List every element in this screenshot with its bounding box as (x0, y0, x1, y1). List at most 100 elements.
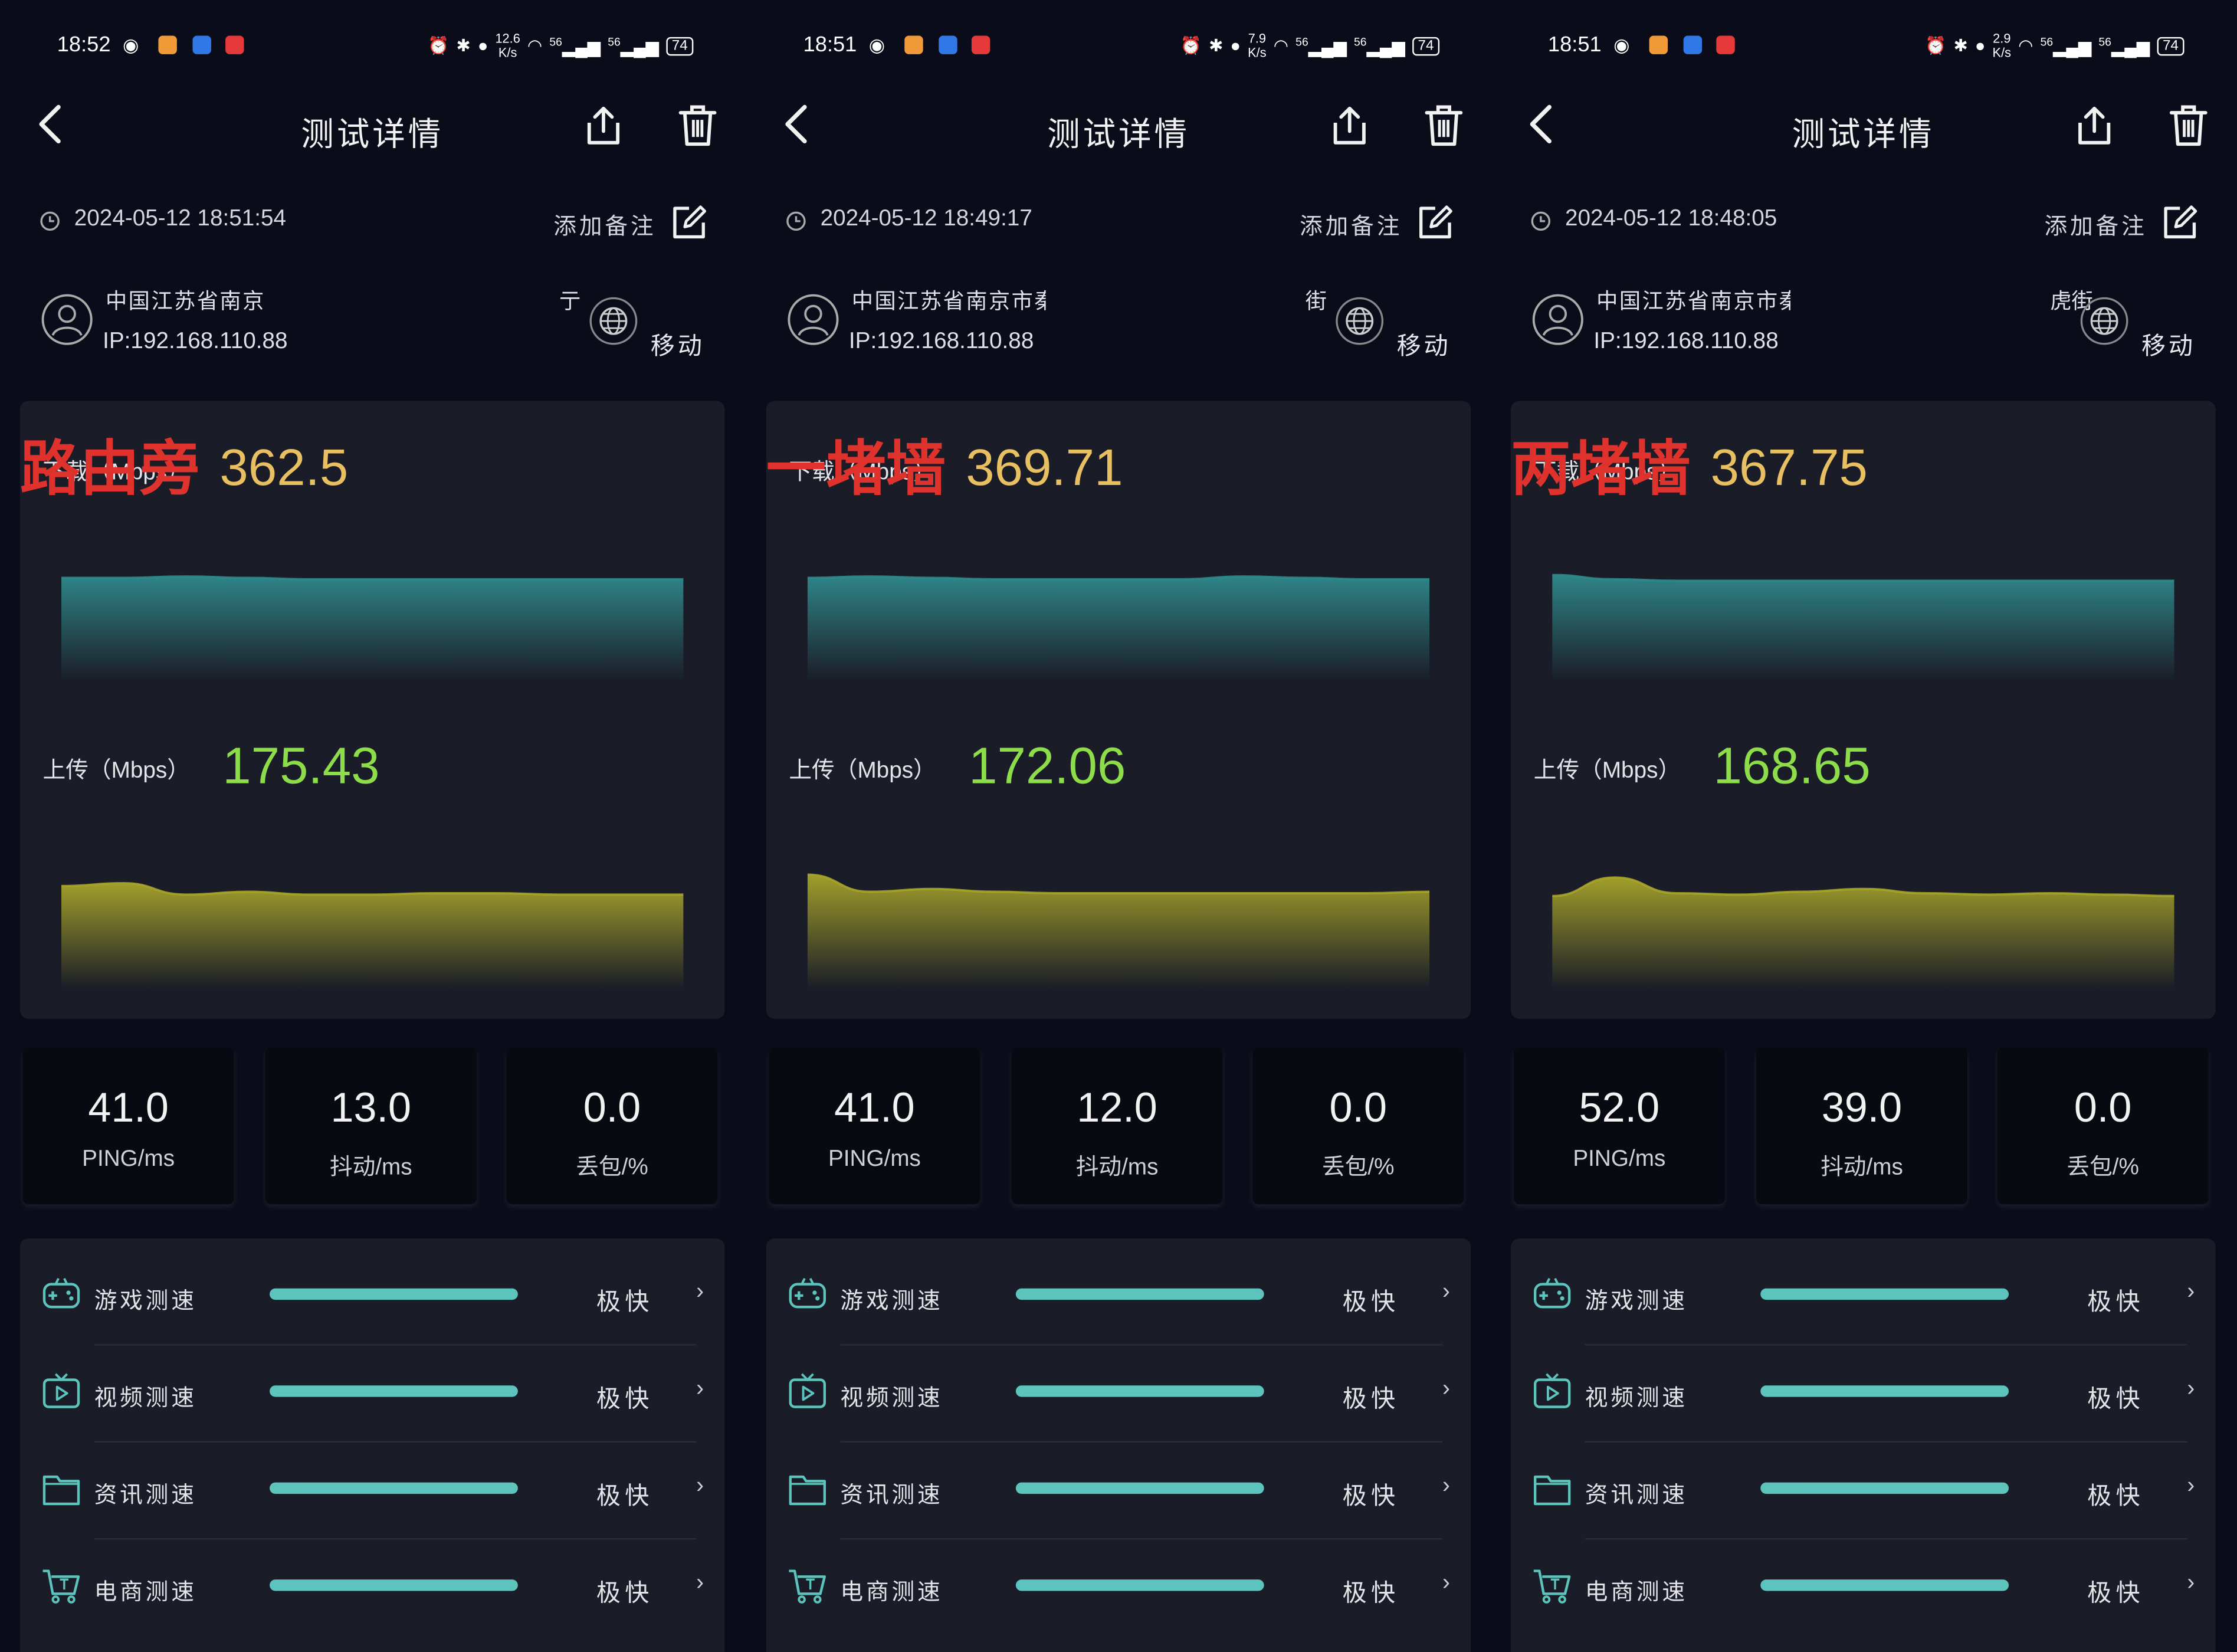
placement-annotation: 一堵墙 (766, 438, 946, 504)
chevron-right-icon[interactable]: › (696, 1376, 704, 1401)
signal-1: 56▂▄▆ (1295, 35, 1347, 57)
share-icon[interactable] (2073, 103, 2116, 148)
loss-value: 0.0 (583, 1086, 641, 1132)
divider (1585, 1538, 2187, 1540)
delete-icon[interactable] (676, 103, 719, 148)
globe-icon (2080, 297, 2128, 345)
share-icon[interactable] (1329, 103, 1372, 148)
divider (1585, 1441, 2187, 1443)
chevron-right-icon[interactable]: › (696, 1474, 704, 1499)
location-text-tail: 街 (1305, 289, 1327, 314)
test-name: 视频测速 (840, 1386, 943, 1411)
chart-line (1552, 573, 2174, 582)
chevron-right-icon[interactable]: › (2187, 1376, 2195, 1401)
test-progress-bar (270, 1482, 518, 1494)
test-name: 电商测速 (94, 1581, 197, 1605)
edit-icon[interactable] (2161, 204, 2199, 241)
test-row[interactable]: 视频测速 极快 › (786, 1336, 1450, 1433)
chevron-right-icon[interactable]: › (1442, 1280, 1450, 1304)
folder-icon (42, 1475, 80, 1506)
latency-stats: 41.0 PING/ms 13.0 抖动/ms 0.0 丢包/% (22, 1047, 722, 1207)
location-text: 中国江苏省南京市秦淮 (851, 289, 1046, 314)
bluetooth-icon: ✱ (1209, 35, 1224, 56)
chart-area (1552, 877, 2174, 989)
test-rating: 极快 (2087, 1579, 2144, 1607)
test-row[interactable]: 游戏测速 极快 › (1531, 1238, 2195, 1335)
add-note-button[interactable]: 添加备注 (553, 215, 657, 240)
edit-icon[interactable] (671, 204, 708, 241)
test-row[interactable]: 电商测速 极快 › (786, 1529, 1450, 1626)
test-progress-bar (1015, 1579, 1264, 1591)
test-row[interactable]: 资讯测速 极快 › (1531, 1433, 2195, 1529)
delete-icon[interactable] (1422, 103, 1465, 148)
back-arrow-icon[interactable] (780, 103, 815, 146)
jitter-label: 抖动/ms (1821, 1155, 1903, 1180)
chevron-right-icon[interactable]: › (1442, 1376, 1450, 1401)
back-arrow-icon[interactable] (34, 103, 68, 146)
speedtest-screen: 18:51 ◉ ⏰ ✱ ● 7.9 K/s ◠ 56▂▄▆ 56▂▄▆ 74 测试… (746, 0, 1491, 1652)
loss-label: 丢包/% (576, 1155, 648, 1180)
download-value: 362.5 (219, 438, 349, 497)
chevron-right-icon[interactable]: › (696, 1571, 704, 1595)
delete-icon[interactable] (2167, 103, 2210, 148)
divider (94, 1441, 697, 1443)
jitter-stat: 39.0 抖动/ms (1756, 1047, 1967, 1205)
test-row[interactable]: 资讯测速 极快 › (40, 1433, 704, 1529)
back-arrow-icon[interactable] (1525, 103, 1559, 146)
test-rating: 极快 (596, 1579, 654, 1607)
test-row[interactable]: 游戏测速 极快 › (40, 1238, 704, 1335)
loss-label: 丢包/% (1321, 1155, 1395, 1180)
test-row[interactable]: 资讯测速 极快 › (786, 1433, 1450, 1529)
signal-1: 56▂▄▆ (2040, 35, 2092, 57)
clock-icon (40, 211, 60, 231)
loss-stat: 0.0 丢包/% (1997, 1047, 2209, 1205)
loss-value: 0.0 (2074, 1086, 2132, 1132)
chevron-right-icon[interactable]: › (696, 1280, 704, 1304)
jitter-label: 抖动/ms (329, 1155, 412, 1180)
speed-card: 下载（Mbps） 367.75 两堵墙 上传（Mbps） 168.65 (1511, 401, 2216, 1019)
app-icon (904, 35, 923, 54)
ping-stat: 41.0 PING/ms (769, 1047, 980, 1205)
test-datetime-row: 2024-05-12 18:48:05 添加备注 (1531, 204, 2199, 244)
tv-icon (789, 1373, 826, 1408)
alarm-icon: ⏰ (1180, 35, 1202, 56)
test-row[interactable]: 视频测速 极快 › (40, 1336, 704, 1433)
chart-area (61, 576, 684, 681)
clock-icon (786, 211, 806, 231)
test-progress-bar (270, 1288, 518, 1300)
test-name: 电商测速 (840, 1581, 943, 1605)
test-rating: 极快 (2087, 1385, 2144, 1413)
chevron-right-icon[interactable]: › (1442, 1474, 1450, 1499)
loss-label: 丢包/% (2067, 1155, 2139, 1180)
add-note-button[interactable]: 添加备注 (1300, 215, 1403, 240)
share-icon[interactable] (582, 103, 625, 148)
chevron-right-icon[interactable]: › (2187, 1280, 2195, 1304)
test-row[interactable]: 游戏测速 极快 › (786, 1238, 1450, 1335)
chevron-right-icon[interactable]: › (2187, 1571, 2195, 1595)
loss-stat: 0.0 丢包/% (506, 1047, 718, 1205)
test-row[interactable]: 电商测速 极快 › (1531, 1529, 2195, 1626)
test-row[interactable]: 电商测速 极快 › (40, 1529, 704, 1626)
test-name: 游戏测速 (1585, 1290, 1688, 1315)
chevron-right-icon[interactable]: › (2187, 1474, 2195, 1499)
test-row[interactable]: 视频测速 极快 › (1531, 1336, 2195, 1433)
user-icon (41, 294, 93, 345)
test-progress-bar (1760, 1288, 2009, 1300)
app-icon (158, 35, 177, 54)
placement-annotation: 两堵墙 (1511, 438, 1691, 504)
download-label: 下载（Mbps） (1533, 461, 1681, 486)
add-note-button[interactable]: 添加备注 (2044, 215, 2147, 240)
upload-chart (1552, 876, 2174, 989)
test-rating: 极快 (2087, 1288, 2144, 1316)
ping-value: 41.0 (88, 1086, 169, 1132)
tv-icon (42, 1373, 80, 1408)
test-rating: 极快 (1342, 1579, 1400, 1607)
chevron-right-icon[interactable]: › (1442, 1571, 1450, 1595)
status-bar: 18:52 ◉ ⏰ ✱ ● 12.6 K/s ◠ 56▂▄▆ 56▂▄▆ 74 (0, 0, 744, 88)
ip-address: IP:192.168.110.88 (1593, 329, 1779, 354)
eye-icon: ◉ (122, 34, 143, 56)
test-progress-bar (1015, 1482, 1264, 1494)
edit-icon[interactable] (1416, 204, 1454, 241)
divider (840, 1441, 1442, 1443)
download-value: 369.71 (966, 438, 1123, 497)
